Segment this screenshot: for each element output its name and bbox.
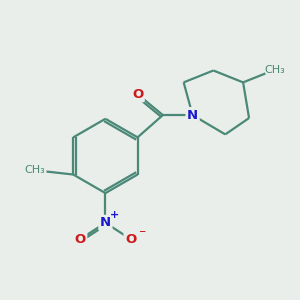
Text: CH₃: CH₃ <box>25 165 46 175</box>
Text: +: + <box>110 210 119 220</box>
Text: O: O <box>132 88 143 101</box>
Text: CH₃: CH₃ <box>264 65 285 76</box>
Text: ⁻: ⁻ <box>138 227 146 241</box>
Text: O: O <box>125 233 136 246</box>
Text: N: N <box>187 109 198 122</box>
Text: N: N <box>100 216 111 229</box>
Text: O: O <box>74 233 86 246</box>
